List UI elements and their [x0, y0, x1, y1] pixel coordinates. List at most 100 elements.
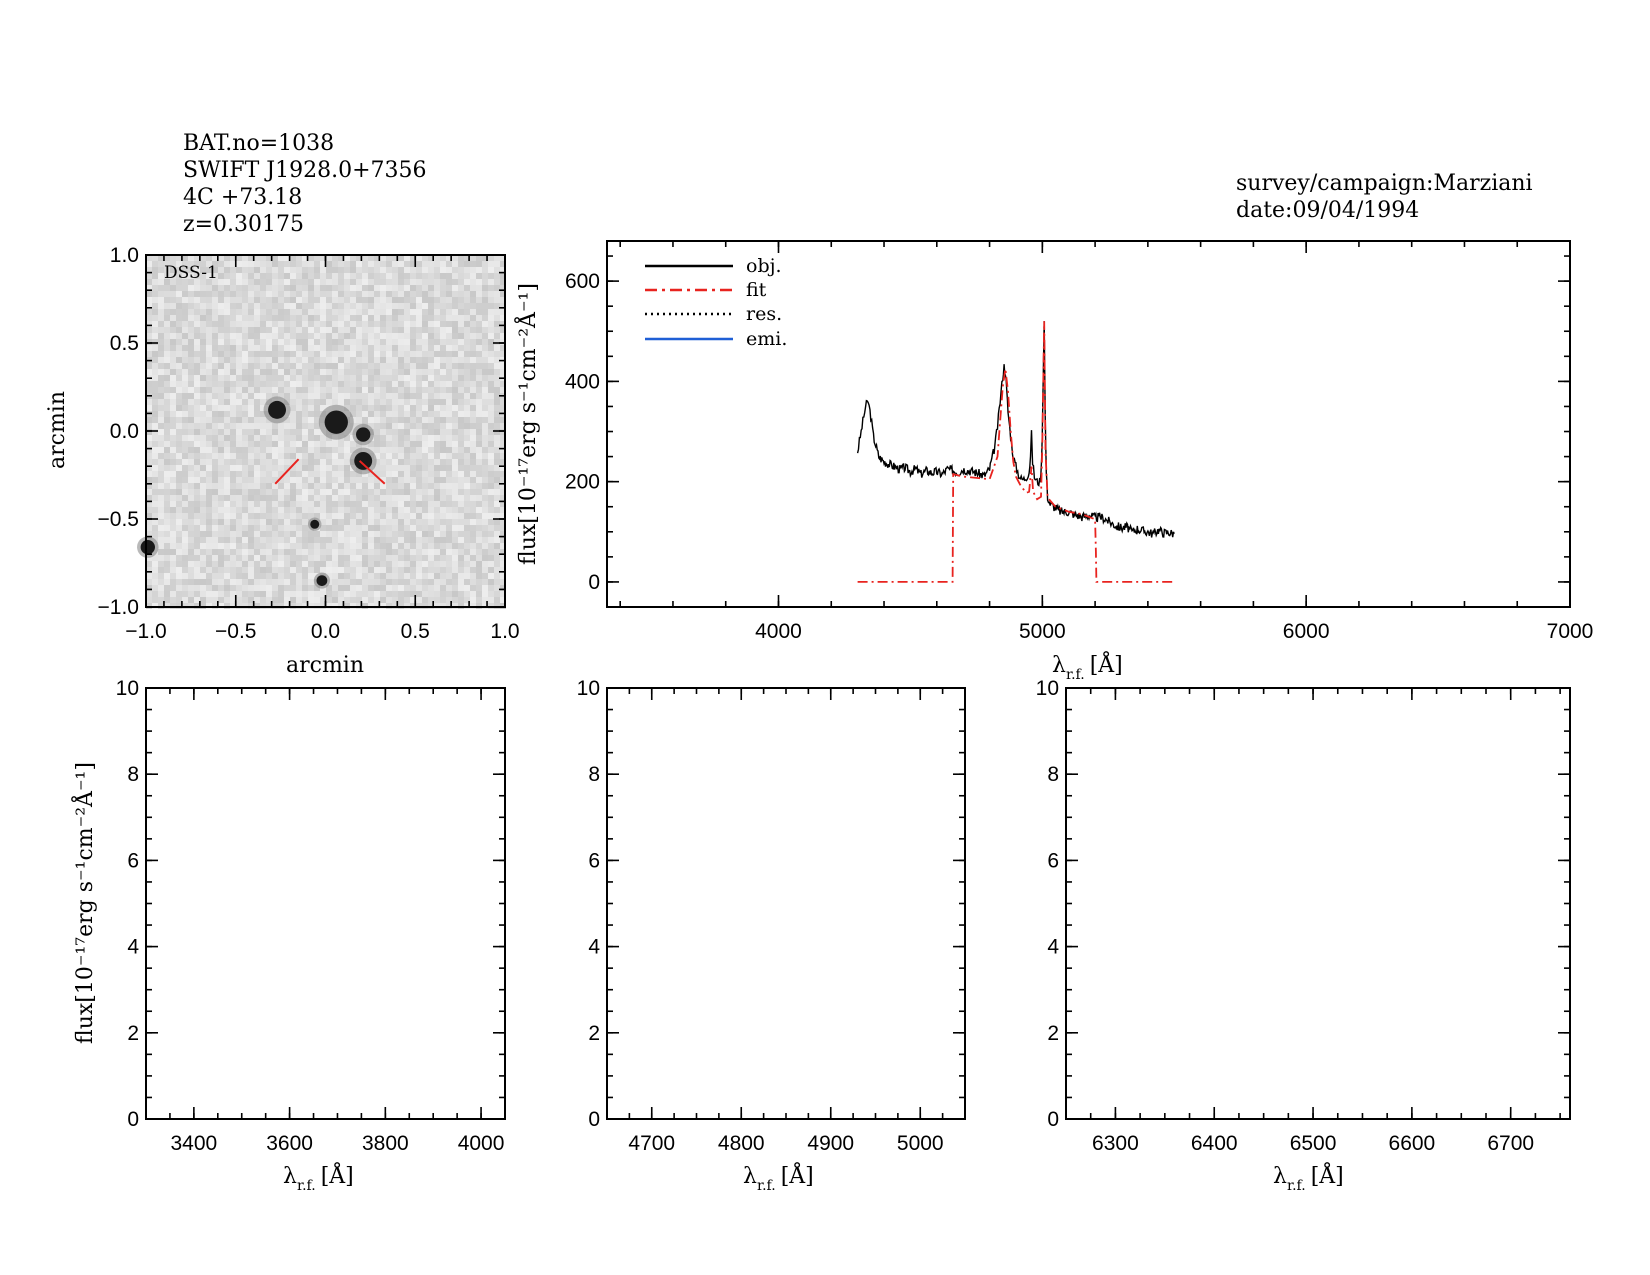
- image-pixel: [332, 369, 338, 375]
- image-pixel: [398, 339, 404, 345]
- image-pixel: [194, 279, 200, 285]
- image-pixel: [188, 495, 194, 501]
- image-pixel: [290, 489, 296, 495]
- image-pixel: [320, 459, 326, 465]
- image-pixel: [320, 333, 326, 339]
- image-pixel: [332, 381, 338, 387]
- image-pixel: [320, 435, 326, 441]
- image-pixel: [476, 423, 482, 429]
- image-pixel: [452, 369, 458, 375]
- image-pixel: [296, 519, 302, 525]
- image-pixel: [164, 585, 170, 591]
- image-pixel: [332, 291, 338, 297]
- image-pixel: [380, 369, 386, 375]
- image-pixel: [308, 315, 314, 321]
- image-pixel: [494, 375, 500, 381]
- image-pixel: [458, 489, 464, 495]
- image-pixel: [380, 351, 386, 357]
- image-pixel: [350, 339, 356, 345]
- image-pixel: [182, 267, 188, 273]
- image-pixel: [392, 507, 398, 513]
- image-pixel: [338, 495, 344, 501]
- image-pixel: [194, 327, 200, 333]
- image-pixel: [188, 591, 194, 597]
- image-pixel: [362, 417, 368, 423]
- image-pixel: [200, 303, 206, 309]
- image-pixel: [470, 483, 476, 489]
- image-pixel: [488, 579, 494, 585]
- image-pixel: [242, 303, 248, 309]
- image-pixel: [404, 273, 410, 279]
- image-pixel: [332, 591, 338, 597]
- image-pixel: [188, 423, 194, 429]
- image-pixel: [170, 309, 176, 315]
- image-pixel: [146, 261, 152, 267]
- image-pixel: [248, 579, 254, 585]
- image-pixel: [422, 255, 428, 261]
- image-pixel: [362, 363, 368, 369]
- image-pixel: [344, 441, 350, 447]
- image-pixel: [266, 369, 272, 375]
- image-pixel: [398, 357, 404, 363]
- image-pixel: [182, 261, 188, 267]
- image-pixel: [482, 573, 488, 579]
- image-pixel: [338, 501, 344, 507]
- image-pixel: [326, 363, 332, 369]
- image-pixel: [398, 513, 404, 519]
- image-pixel: [422, 399, 428, 405]
- image-pixel: [194, 537, 200, 543]
- image-pixel: [350, 585, 356, 591]
- image-pixel: [170, 357, 176, 363]
- image-pixel: [404, 333, 410, 339]
- image-xtick-label: −1.0: [125, 620, 166, 643]
- image-pixel: [470, 393, 476, 399]
- image-pixel: [284, 291, 290, 297]
- image-pixel: [476, 543, 482, 549]
- image-pixel: [236, 537, 242, 543]
- image-pixel: [350, 537, 356, 543]
- image-pixel: [314, 321, 320, 327]
- image-pixel: [356, 489, 362, 495]
- image-pixel: [302, 381, 308, 387]
- image-pixel: [224, 297, 230, 303]
- image-pixel: [464, 531, 470, 537]
- image-pixel: [182, 519, 188, 525]
- image-pixel: [398, 369, 404, 375]
- image-pixel: [224, 549, 230, 555]
- image-pixel: [206, 309, 212, 315]
- image-pixel: [434, 297, 440, 303]
- image-pixel: [488, 459, 494, 465]
- image-pixel: [500, 267, 506, 273]
- image-pixel: [308, 405, 314, 411]
- image-pixel: [296, 471, 302, 477]
- image-pixel: [470, 531, 476, 537]
- image-pixel: [368, 345, 374, 351]
- image-pixel: [230, 417, 236, 423]
- image-pixel: [242, 555, 248, 561]
- image-pixel: [230, 279, 236, 285]
- image-pixel: [338, 537, 344, 543]
- image-pixel: [368, 315, 374, 321]
- image-pixel: [254, 441, 260, 447]
- image-pixel: [146, 585, 152, 591]
- image-pixel: [392, 429, 398, 435]
- image-pixel: [410, 489, 416, 495]
- image-pixel: [446, 393, 452, 399]
- image-pixel: [182, 387, 188, 393]
- image-pixel: [392, 447, 398, 453]
- image-pixel: [254, 315, 260, 321]
- image-pixel: [206, 279, 212, 285]
- image-pixel: [242, 291, 248, 297]
- image-pixel: [410, 363, 416, 369]
- panel-1-ytick-label: 4: [127, 936, 139, 959]
- image-pixel: [320, 597, 326, 603]
- image-pixel: [350, 405, 356, 411]
- image-pixel: [470, 255, 476, 261]
- image-pixel: [374, 309, 380, 315]
- image-pixel: [380, 543, 386, 549]
- image-pixel: [386, 267, 392, 273]
- image-pixel: [500, 291, 506, 297]
- image-pixel: [182, 447, 188, 453]
- image-pixel: [440, 285, 446, 291]
- image-pixel: [368, 363, 374, 369]
